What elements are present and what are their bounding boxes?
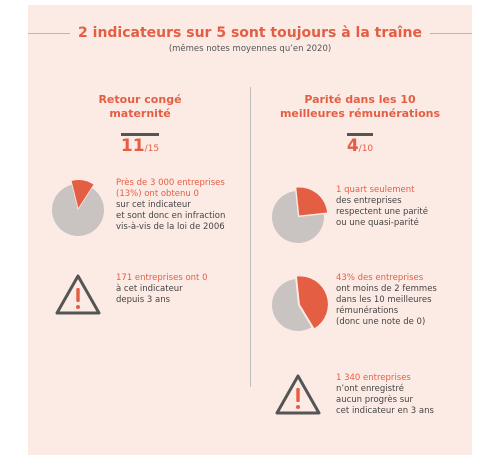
stat-item: 1 quart seulement des entreprises respec… xyxy=(260,185,461,249)
score-bar xyxy=(120,133,160,136)
pie-chart-icon xyxy=(272,276,328,331)
title-line-left xyxy=(28,32,71,34)
stat-line: vis-à-vis de la loi de 2006 xyxy=(116,222,225,232)
stat-highlight: 171 entreprises ont 0 xyxy=(116,273,208,283)
stat-highlight: 43% des entreprises xyxy=(336,273,424,283)
stat-line: rémunérations xyxy=(336,306,399,316)
column-title-line2: maternité xyxy=(109,107,171,120)
column-top-salaries: Parité dans les 10 meilleures rémunérati… xyxy=(260,93,460,416)
stat-line: respectent une parité xyxy=(336,207,428,217)
stat-line: depuis 3 ans xyxy=(116,295,171,305)
pie-slice-highlight xyxy=(71,180,94,209)
score: 11/15 xyxy=(40,133,240,156)
warning-icon xyxy=(55,274,101,315)
stat-text: 43% des entreprises ont moins de 2 femme… xyxy=(336,273,461,328)
pie-slice-rest xyxy=(52,184,104,236)
pie-chart-icon xyxy=(272,187,328,243)
pie-slice-rest xyxy=(272,191,324,243)
stat-line: (donc une note de 0) xyxy=(336,317,426,327)
pie-slice-highlight xyxy=(296,187,328,216)
pie-slice-rest xyxy=(272,279,312,331)
score-bar xyxy=(346,133,374,136)
stat-line: cet indicateur en 3 ans xyxy=(336,406,434,416)
column-title-line1: Retour congé xyxy=(98,93,182,106)
title-line-right xyxy=(429,32,472,34)
score-value: 11 xyxy=(120,136,145,156)
score-value: 4 xyxy=(346,136,359,156)
column-title-line2: meilleures rémunérations xyxy=(279,107,441,120)
column-maternity: Retour congé maternité 11/15 Près de 3 0… xyxy=(40,93,240,315)
stat-line: sur cet indicateur xyxy=(116,200,191,210)
stat-highlight: 1 quart seulement xyxy=(336,185,415,195)
stat-text: 171 entreprises ont 0 à cet indicateur d… xyxy=(116,273,241,306)
stat-line: ou une quasi-parité xyxy=(336,218,419,228)
column-title: Parité dans les 10 meilleures rémunérati… xyxy=(260,93,460,121)
score: 4/10 xyxy=(260,133,460,156)
column-divider xyxy=(250,87,251,387)
stat-line: et sont donc en infraction xyxy=(116,211,226,221)
stat-line: ont moins de 2 femmes xyxy=(336,284,437,294)
pie-chart-icon xyxy=(52,180,104,236)
page-subtitle: (mêmes notes moyennes qu’en 2020) xyxy=(168,44,332,54)
stat-item: 43% des entreprises ont moins de 2 femme… xyxy=(260,273,461,337)
stat-item: 1 340 entreprises n’ont enregistré aucun… xyxy=(260,373,461,417)
title-row: 2 indicateurs sur 5 sont toujours à la t… xyxy=(28,25,472,41)
stat-highlight: 1 340 entreprises xyxy=(336,373,411,383)
pie-slice-highlight xyxy=(296,276,328,329)
stat-line: des entreprises xyxy=(336,196,402,206)
header: 2 indicateurs sur 5 sont toujours à la t… xyxy=(28,25,472,54)
score-max: /15 xyxy=(144,144,160,154)
stat-line: n’ont enregistré xyxy=(336,384,404,394)
stat-item: Près de 3 000 entreprises (13%) ont obte… xyxy=(40,178,241,242)
page-title: 2 indicateurs sur 5 sont toujours à la t… xyxy=(78,25,422,41)
stat-text: 1 340 entreprises n’ont enregistré aucun… xyxy=(336,373,461,417)
stat-line: dans les 10 meilleures xyxy=(336,295,432,305)
column-title: Retour congé maternité xyxy=(40,93,240,121)
column-title-line1: Parité dans les 10 xyxy=(304,93,416,106)
stat-item: 171 entreprises ont 0 à cet indicateur d… xyxy=(40,273,241,317)
warning-icon xyxy=(275,374,321,415)
stat-highlight: (13%) ont obtenu 0 xyxy=(116,189,199,199)
stat-text: 1 quart seulement des entreprises respec… xyxy=(336,185,461,229)
stat-highlight: Près de 3 000 entreprises xyxy=(116,178,225,188)
stat-text: Près de 3 000 entreprises (13%) ont obte… xyxy=(116,178,241,233)
infographic-card: 2 indicateurs sur 5 sont toujours à la t… xyxy=(28,5,472,455)
stat-line: à cet indicateur xyxy=(116,284,183,294)
stat-line: aucun progrès sur xyxy=(336,395,414,405)
score-max: /10 xyxy=(358,144,374,154)
